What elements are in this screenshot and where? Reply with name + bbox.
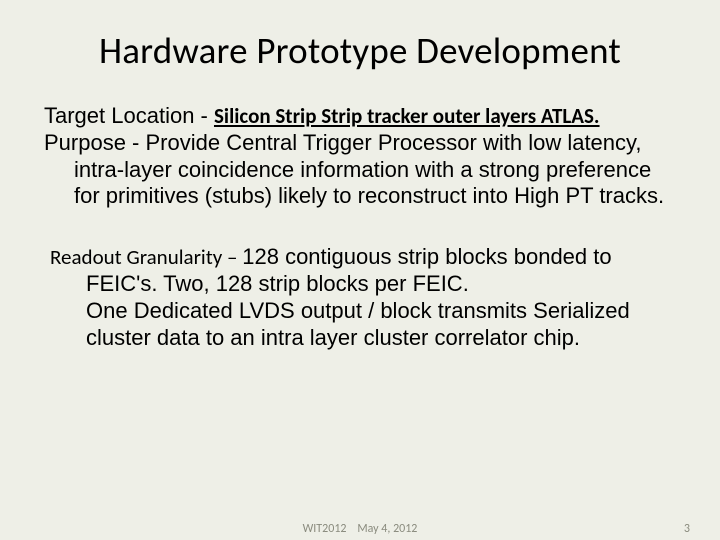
footer-center: WIT2012 May 4, 2012 — [303, 522, 418, 536]
footer-date: May 4, 2012 — [357, 522, 417, 536]
content-area: Target Location - Silicon Strip Strip tr… — [40, 103, 680, 352]
page-title: Hardware Prototype Development — [40, 28, 680, 73]
readout-block: Readout Granularity – 128 contiguous str… — [44, 244, 676, 351]
footer-page: 3 — [684, 522, 690, 536]
purpose-value: Provide Central Trigger Processor with l… — [74, 130, 664, 209]
target-value: Silicon Strip Strip tracker outer layers… — [214, 103, 600, 129]
footer-conference: WIT2012 — [303, 522, 347, 536]
purpose-label: Purpose - — [44, 130, 146, 155]
target-label: Target Location - — [44, 103, 214, 128]
slide: Hardware Prototype Development Target Lo… — [0, 0, 720, 540]
target-location-block: Target Location - Silicon Strip Strip tr… — [44, 103, 676, 210]
readout-label: Readout Granularity – — [50, 244, 242, 270]
